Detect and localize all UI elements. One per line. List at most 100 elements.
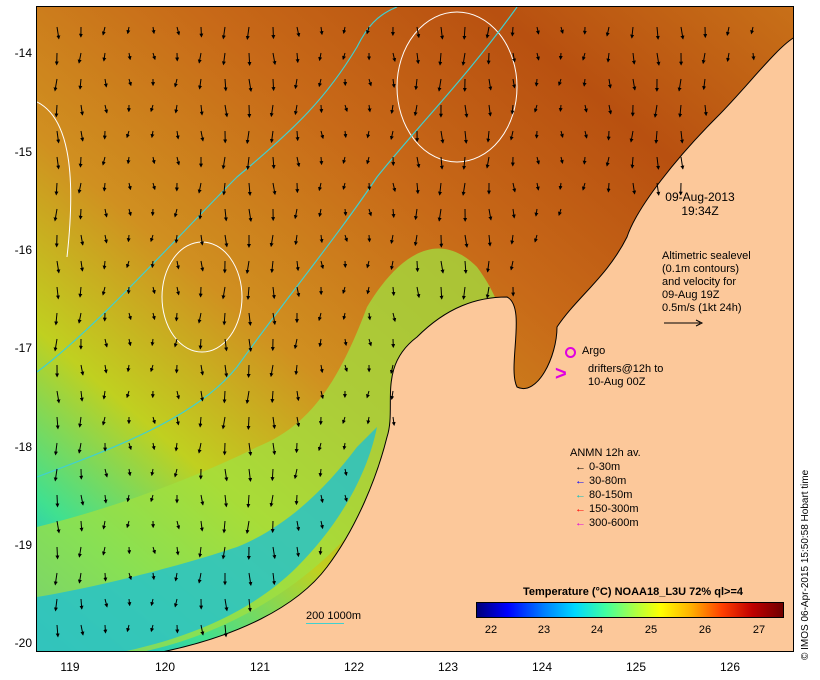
velocity-arrow — [53, 338, 58, 352]
sealevel-contour — [396, 11, 518, 163]
velocity-arrow — [703, 104, 708, 117]
velocity-arrow — [558, 208, 562, 216]
velocity-arrow — [152, 182, 156, 191]
velocity-arrow — [77, 546, 82, 558]
velocity-arrow — [726, 52, 731, 62]
velocity-arrow — [79, 520, 84, 532]
velocity-arrow — [150, 494, 154, 503]
velocity-arrow — [104, 208, 108, 218]
velocity-arrow — [271, 286, 276, 300]
velocity-arrow — [173, 208, 178, 218]
velocity-arrow — [174, 442, 179, 452]
velocity-arrow — [101, 546, 106, 556]
velocity-arrow — [270, 260, 275, 274]
velocity-arrow — [366, 416, 371, 425]
velocity-arrow — [344, 234, 348, 243]
velocity-arrow — [248, 442, 253, 456]
velocity-arrow — [197, 572, 202, 584]
velocity-arrow — [391, 78, 396, 89]
isobath-200m — [37, 7, 518, 478]
velocity-arrow — [269, 494, 274, 508]
velocity-arrow — [101, 156, 106, 166]
nearshore-band — [37, 427, 377, 651]
velocity-arrow — [558, 78, 562, 86]
velocity-arrow — [101, 416, 106, 426]
velocity-arrow — [318, 78, 322, 88]
velocity-arrow — [56, 130, 61, 144]
velocity-arrow — [102, 182, 107, 192]
velocity-arrow — [127, 208, 132, 217]
velocity-arrow — [152, 52, 156, 61]
velocity-arrow — [607, 78, 612, 89]
velocity-arrow — [750, 26, 755, 35]
velocity-arrow — [173, 78, 178, 88]
velocity-arrow — [558, 182, 563, 190]
timestamp-time: 19:34Z — [681, 204, 719, 218]
temperature-colorbar — [476, 602, 784, 618]
velocity-arrow — [701, 52, 706, 65]
velocity-arrow — [439, 156, 444, 170]
lon-tick: 120 — [154, 660, 176, 674]
velocity-arrow — [416, 156, 421, 169]
velocity-arrow — [224, 468, 229, 482]
velocity-arrow — [343, 338, 348, 347]
lat-tick: -15 — [14, 145, 32, 159]
velocity-arrow — [392, 52, 397, 63]
velocity-arrow — [222, 520, 227, 534]
velocity-arrow — [342, 26, 347, 35]
velocity-arrow — [80, 260, 84, 272]
anmn-legend-item: ← 80-150m — [575, 489, 632, 501]
velocity-arrow — [224, 364, 229, 378]
velocity-arrow — [317, 312, 322, 322]
velocity-arrow — [270, 390, 275, 404]
velocity-arrow — [126, 130, 130, 139]
velocity-arrow — [200, 364, 205, 376]
velocity-arrow — [725, 26, 730, 36]
velocity-arrow — [440, 260, 445, 274]
drifter-label: drifters@12h to 10-Aug 00Z — [588, 363, 663, 389]
velocity-arrow — [126, 364, 131, 373]
velocity-arrow — [655, 26, 660, 40]
velocity-arrow — [414, 78, 419, 91]
velocity-arrow — [248, 572, 253, 586]
velocity-arrow — [319, 26, 324, 36]
velocity-arrow — [176, 286, 180, 296]
velocity-arrow — [272, 52, 277, 66]
colorbar-title: Temperature (°C) NOAA18_L3U 72% ql>=4 — [523, 586, 743, 598]
velocity-arrow — [103, 78, 108, 88]
velocity-arrow — [198, 338, 203, 350]
velocity-arrow — [510, 26, 515, 37]
velocity-arrow — [103, 364, 108, 374]
velocity-arrow — [320, 130, 325, 140]
velocity-arrow — [56, 520, 61, 534]
velocity-arrow — [581, 52, 586, 61]
velocity-arrow — [200, 260, 205, 272]
velocity-arrow — [174, 234, 179, 244]
velocity-arrow — [248, 78, 253, 92]
velocity-arrow — [342, 286, 346, 295]
velocity-arrow — [173, 598, 178, 608]
velocity-arrow — [198, 416, 203, 428]
velocity-arrow — [53, 442, 58, 456]
lon-tick: 123 — [437, 660, 459, 674]
velocity-arrow — [103, 624, 108, 634]
velocity-arrow — [126, 156, 131, 165]
velocity-arrow — [126, 624, 131, 633]
velocity-arrow — [54, 312, 59, 326]
velocity-arrow — [221, 26, 226, 40]
velocity-arrow — [104, 234, 108, 244]
velocity-arrow — [126, 26, 131, 35]
velocity-arrow — [320, 390, 325, 400]
velocity-arrow — [462, 156, 467, 170]
velocity-arrow — [126, 520, 130, 529]
velocity-arrow — [534, 78, 539, 87]
velocity-arrow — [80, 364, 85, 376]
velocity-arrow — [389, 364, 394, 375]
sealevel-contour — [37, 101, 72, 258]
velocity-arrow — [320, 520, 324, 530]
velocity-arrow — [271, 78, 276, 92]
velocity-arrow — [150, 468, 155, 477]
velocity-arrow — [152, 416, 156, 425]
velocity-arrow — [102, 260, 107, 270]
velocity-arrow — [438, 182, 442, 196]
